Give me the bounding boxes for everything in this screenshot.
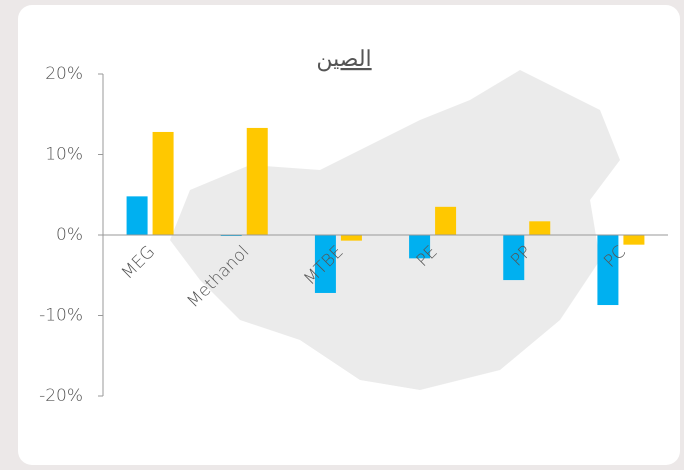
bar bbox=[529, 221, 551, 235]
bar bbox=[597, 235, 619, 306]
bar bbox=[409, 235, 431, 259]
y-tick-label: -20% bbox=[39, 386, 83, 406]
y-tick-label: 0% bbox=[56, 225, 83, 245]
bar bbox=[152, 131, 174, 235]
y-tick-label: 20% bbox=[45, 64, 83, 84]
bar bbox=[314, 235, 336, 293]
chart-title: الصين bbox=[316, 47, 371, 72]
bar bbox=[126, 196, 148, 235]
bar bbox=[503, 235, 525, 281]
y-tick-label: 10% bbox=[45, 145, 83, 165]
y-tick-label: -10% bbox=[39, 306, 83, 326]
map-silhouette bbox=[170, 70, 620, 390]
bar bbox=[340, 235, 362, 241]
bar bbox=[435, 206, 457, 235]
bar bbox=[246, 127, 268, 235]
bar bbox=[623, 235, 645, 245]
